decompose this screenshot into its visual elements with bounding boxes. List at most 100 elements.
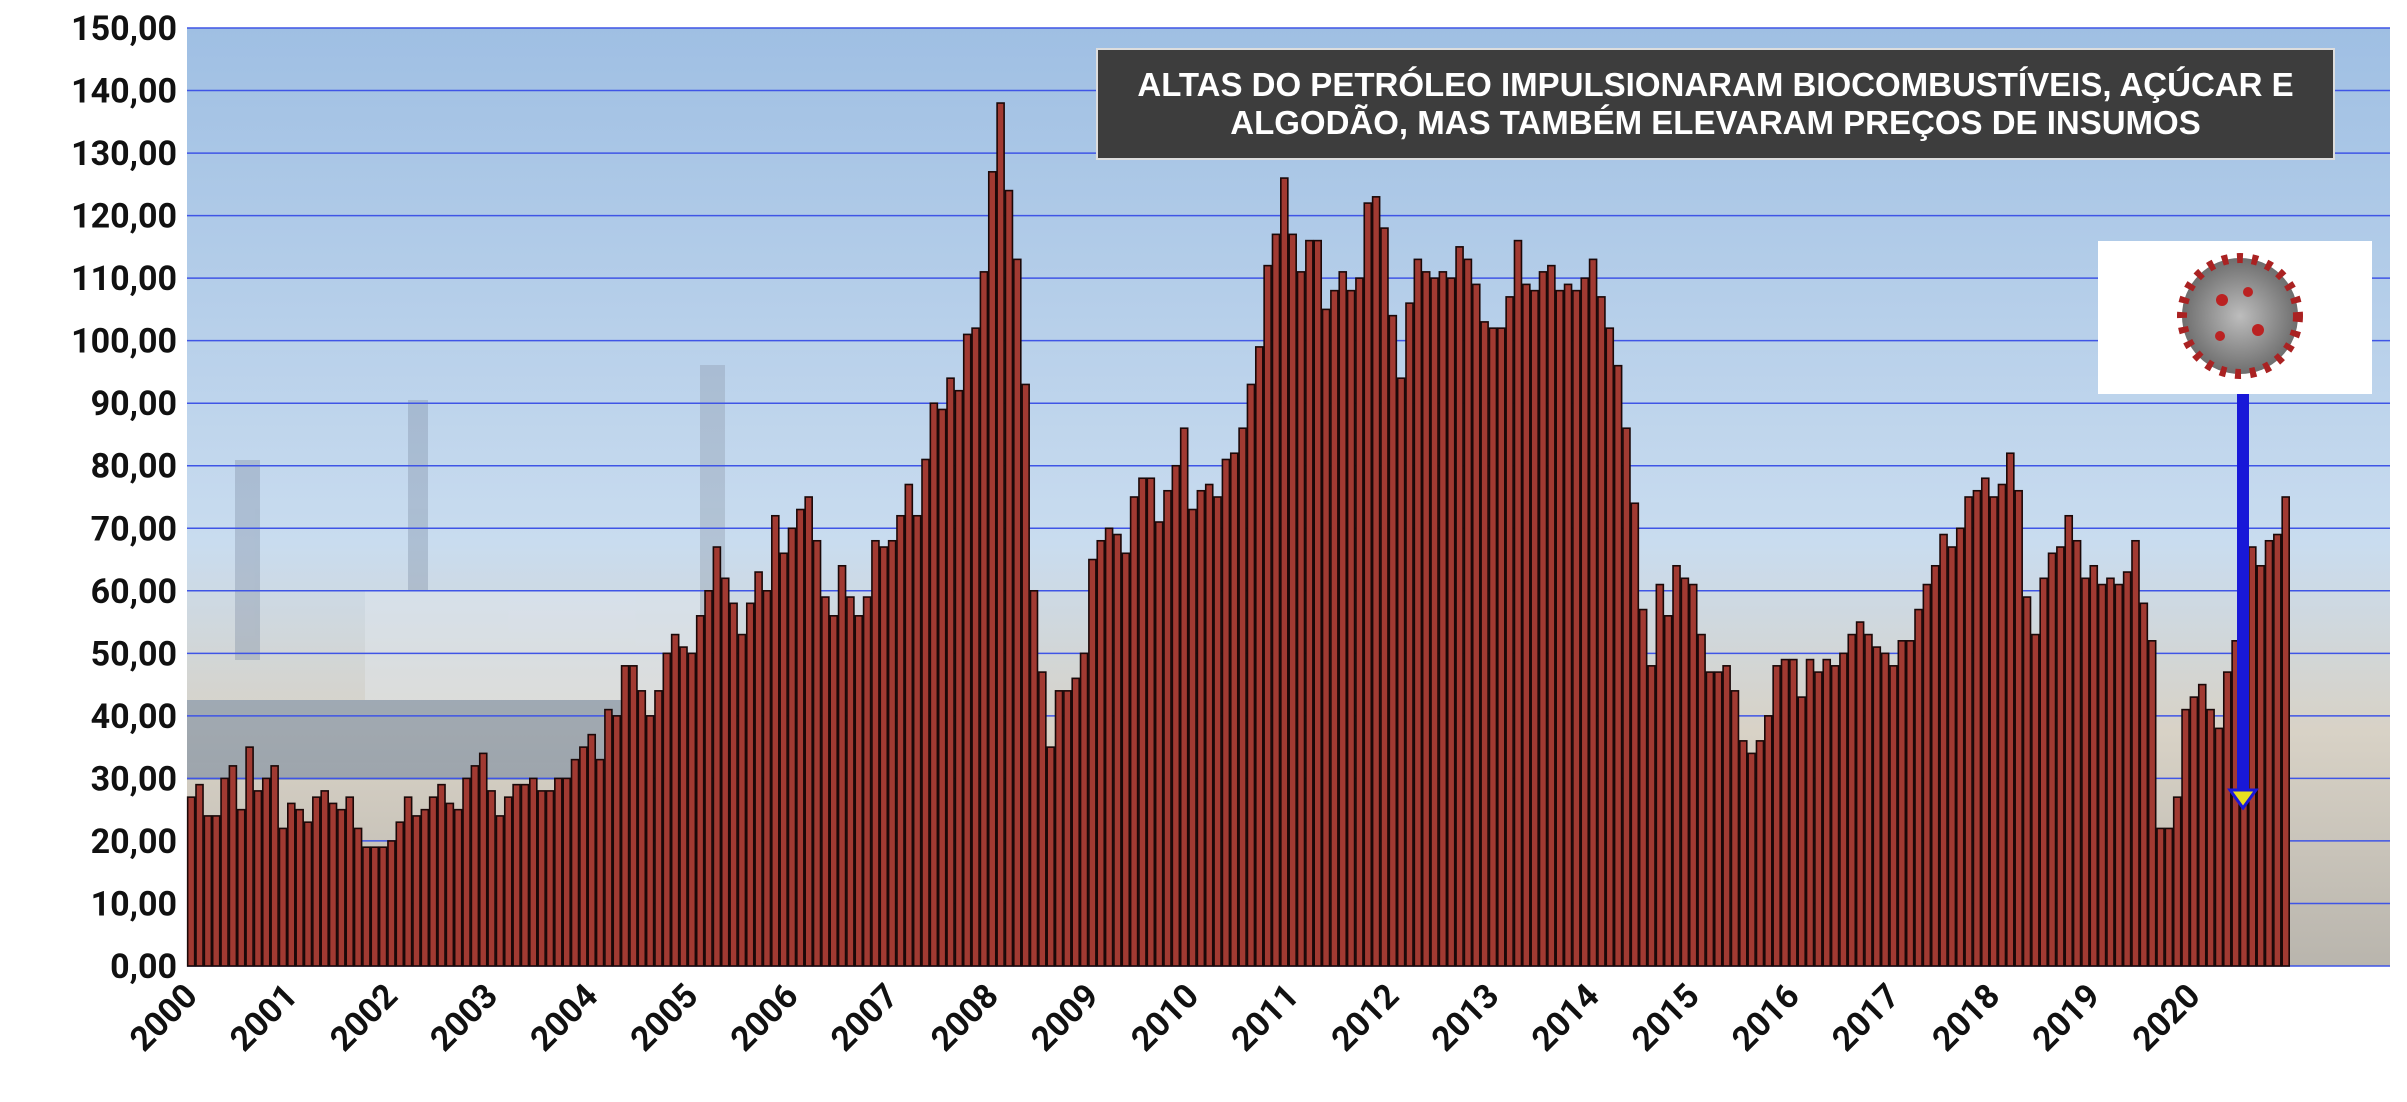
bar xyxy=(1139,478,1146,966)
bar xyxy=(830,616,837,966)
bar xyxy=(1122,553,1129,966)
y-tick-label: 80,00 xyxy=(91,447,177,487)
y-tick-label: 150,00 xyxy=(71,9,177,49)
bar xyxy=(521,785,528,966)
bar xyxy=(1531,291,1538,966)
bar xyxy=(1022,384,1029,966)
bar xyxy=(2040,578,2047,966)
bar xyxy=(1606,328,1613,966)
bar xyxy=(1281,178,1288,966)
bar xyxy=(1832,666,1839,966)
bar xyxy=(1181,428,1188,966)
bar xyxy=(2182,710,2189,966)
bar xyxy=(713,547,720,966)
x-tick-label: 2000 xyxy=(122,976,205,1059)
y-tick-label: 130,00 xyxy=(71,134,177,174)
bar xyxy=(897,516,904,966)
x-tick-label: 2001 xyxy=(222,976,305,1059)
bar xyxy=(1823,660,1830,966)
bar xyxy=(1807,660,1814,966)
bar xyxy=(471,766,478,966)
x-tick-label: 2020 xyxy=(2125,976,2208,1059)
bar xyxy=(939,409,946,966)
bar xyxy=(496,816,503,966)
bar xyxy=(1097,541,1104,966)
bar xyxy=(872,541,879,966)
bar xyxy=(363,847,370,966)
bar xyxy=(2024,597,2031,966)
bar xyxy=(1431,278,1438,966)
bar xyxy=(1089,560,1096,966)
bar xyxy=(2049,553,2056,966)
bar xyxy=(1923,585,1930,966)
bar xyxy=(880,547,887,966)
bar xyxy=(1715,672,1722,966)
x-tick-label: 2006 xyxy=(723,976,806,1059)
y-tick-label: 10,00 xyxy=(91,884,177,924)
bar xyxy=(2265,541,2272,966)
bar xyxy=(1239,428,1246,966)
y-tick-label: 30,00 xyxy=(91,759,177,799)
bar xyxy=(488,791,495,966)
bar xyxy=(1464,259,1471,966)
bar xyxy=(563,778,570,966)
bar xyxy=(330,803,337,966)
bar xyxy=(1848,635,1855,966)
bar xyxy=(380,847,387,966)
bar xyxy=(972,328,979,966)
bar xyxy=(772,516,779,966)
bar xyxy=(1306,241,1313,966)
bar xyxy=(1473,284,1480,966)
bar xyxy=(1197,491,1204,966)
bar xyxy=(279,828,286,966)
bar xyxy=(1857,622,1864,966)
bar xyxy=(1990,497,1997,966)
bar xyxy=(1573,291,1580,966)
bar xyxy=(1556,291,1563,966)
bar xyxy=(788,528,795,966)
x-tick-label: 2005 xyxy=(623,976,706,1059)
bar xyxy=(722,578,729,966)
bar xyxy=(622,666,629,966)
bar xyxy=(296,810,303,966)
x-tick-label: 2017 xyxy=(1824,976,1907,1059)
bar xyxy=(572,760,579,966)
bar xyxy=(338,810,345,966)
bar xyxy=(864,597,871,966)
bar xyxy=(2090,566,2097,966)
bar xyxy=(780,553,787,966)
bar xyxy=(505,797,512,966)
bar xyxy=(797,510,804,966)
bar xyxy=(2124,572,2131,966)
bar xyxy=(588,735,595,966)
bar xyxy=(947,378,954,966)
bar xyxy=(2065,516,2072,966)
bar xyxy=(1698,635,1705,966)
bar xyxy=(555,778,562,966)
bar xyxy=(480,753,487,966)
bar xyxy=(2132,541,2139,966)
x-tick-label: 2013 xyxy=(1424,976,1507,1059)
bar xyxy=(321,791,328,966)
bar xyxy=(1414,259,1421,966)
bar xyxy=(1456,247,1463,966)
bar xyxy=(1915,610,1922,966)
bar xyxy=(1581,278,1588,966)
bar xyxy=(855,616,862,966)
bar xyxy=(738,635,745,966)
bar xyxy=(964,334,971,966)
x-tick-label: 2003 xyxy=(422,976,505,1059)
bar xyxy=(1406,303,1413,966)
bar xyxy=(1815,672,1822,966)
bar xyxy=(196,785,203,966)
bar xyxy=(839,566,846,966)
bar xyxy=(430,797,437,966)
bar xyxy=(1840,653,1847,966)
bar xyxy=(705,591,712,966)
bar xyxy=(597,760,604,966)
bar xyxy=(1982,478,1989,966)
bar xyxy=(1439,272,1446,966)
bar xyxy=(755,572,762,966)
bar xyxy=(930,403,937,966)
x-tick-label: 2019 xyxy=(2025,976,2108,1059)
